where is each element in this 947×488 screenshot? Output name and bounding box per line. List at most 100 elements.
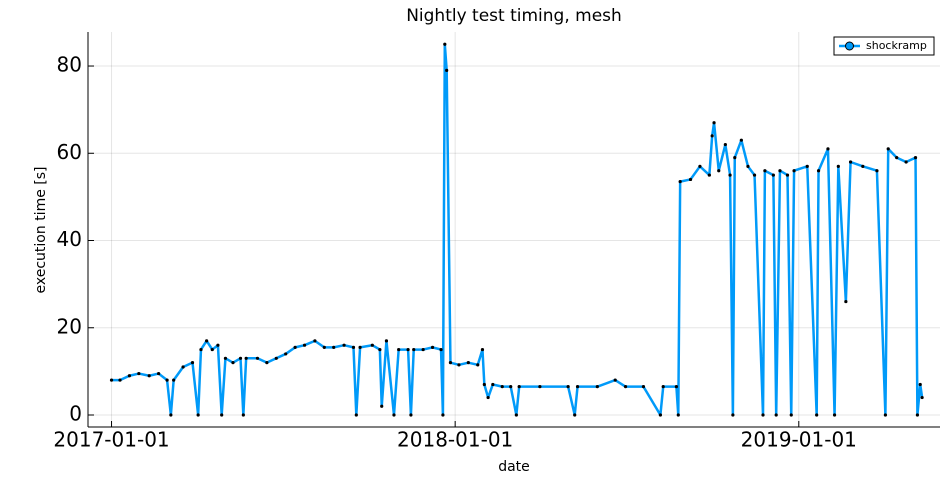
data-point bbox=[674, 385, 678, 389]
data-point bbox=[623, 385, 628, 389]
data-point bbox=[118, 378, 122, 382]
data-point bbox=[717, 169, 721, 173]
data-point bbox=[815, 413, 819, 417]
chart-title: Nightly test timing, mesh bbox=[406, 6, 622, 26]
series-line bbox=[111, 42, 924, 417]
data-point bbox=[313, 339, 317, 343]
data-point bbox=[409, 413, 413, 417]
data-point bbox=[351, 345, 356, 349]
data-point bbox=[220, 413, 224, 417]
data-point bbox=[712, 121, 716, 125]
data-point bbox=[205, 339, 209, 343]
data-point bbox=[746, 164, 750, 168]
data-point bbox=[805, 164, 809, 168]
legend: shockramp bbox=[833, 36, 935, 56]
data-point bbox=[342, 343, 346, 347]
data-point bbox=[412, 347, 416, 352]
data-point bbox=[875, 169, 879, 173]
data-point bbox=[514, 413, 518, 417]
data-point bbox=[172, 378, 176, 382]
data-point bbox=[641, 385, 646, 389]
legend-box bbox=[833, 36, 935, 56]
data-point bbox=[731, 413, 735, 417]
data-point bbox=[476, 363, 480, 367]
data-point bbox=[430, 345, 435, 349]
data-point bbox=[575, 385, 580, 389]
data-point bbox=[293, 345, 297, 349]
data-point bbox=[392, 413, 396, 417]
data-point bbox=[491, 382, 495, 387]
data-point bbox=[698, 164, 702, 168]
data-point bbox=[710, 134, 714, 138]
y-axis-label: execution time [s] bbox=[33, 167, 49, 294]
data-point bbox=[378, 347, 382, 352]
data-point bbox=[466, 361, 470, 365]
data-point bbox=[848, 160, 853, 164]
data-point bbox=[707, 173, 711, 177]
data-point bbox=[157, 371, 161, 376]
data-point bbox=[816, 169, 821, 173]
data-point bbox=[761, 413, 765, 417]
data-point bbox=[836, 164, 840, 168]
data-point bbox=[216, 343, 220, 347]
data-point bbox=[595, 385, 599, 389]
data-point bbox=[302, 343, 307, 347]
data-point bbox=[354, 413, 358, 417]
data-point bbox=[913, 156, 918, 160]
x-tick-label: 2018-01-01 bbox=[397, 428, 513, 452]
data-point bbox=[439, 347, 443, 352]
data-point bbox=[733, 156, 737, 160]
data-point bbox=[445, 68, 449, 72]
x-tick-label: 2017-01-01 bbox=[53, 428, 169, 452]
data-point bbox=[774, 413, 778, 417]
data-point bbox=[886, 147, 890, 151]
data-point bbox=[322, 345, 326, 349]
data-point bbox=[509, 385, 513, 389]
data-point bbox=[443, 42, 447, 46]
data-point bbox=[147, 374, 151, 378]
data-point bbox=[728, 173, 732, 177]
data-point bbox=[274, 356, 278, 360]
data-point bbox=[255, 356, 260, 360]
data-point bbox=[238, 356, 243, 360]
data-point bbox=[210, 347, 214, 352]
legend-marker bbox=[845, 41, 854, 51]
data-point bbox=[406, 347, 410, 352]
data-point bbox=[358, 345, 362, 349]
data-point bbox=[109, 378, 114, 382]
data-point bbox=[441, 413, 445, 417]
data-point bbox=[904, 160, 908, 164]
data-point bbox=[137, 371, 141, 376]
data-point bbox=[778, 169, 782, 173]
y-tick-label: 60 bbox=[57, 140, 82, 164]
data-point bbox=[457, 363, 461, 367]
data-point bbox=[380, 404, 384, 408]
data-point bbox=[676, 413, 680, 417]
data-point bbox=[883, 413, 887, 417]
data-point bbox=[384, 339, 389, 343]
data-point bbox=[199, 347, 203, 352]
data-point bbox=[169, 413, 173, 417]
data-point bbox=[915, 413, 920, 417]
data-point bbox=[752, 173, 757, 177]
data-point bbox=[771, 173, 775, 177]
x-axis-label: date bbox=[498, 459, 530, 475]
data-point bbox=[844, 299, 848, 304]
legend-label: shockramp bbox=[866, 39, 927, 52]
data-point bbox=[370, 343, 374, 347]
data-point bbox=[165, 378, 169, 382]
data-point bbox=[190, 361, 195, 365]
data-point bbox=[196, 413, 200, 417]
y-tick-label: 0 bbox=[69, 402, 82, 426]
data-point bbox=[421, 347, 425, 352]
data-point bbox=[723, 142, 727, 147]
data-point bbox=[785, 173, 790, 177]
data-point bbox=[482, 382, 486, 387]
data-point bbox=[265, 361, 269, 365]
data-point bbox=[538, 385, 542, 389]
data-point bbox=[480, 347, 485, 352]
data-point bbox=[332, 345, 336, 349]
data-point bbox=[763, 169, 767, 173]
data-point bbox=[500, 385, 504, 389]
